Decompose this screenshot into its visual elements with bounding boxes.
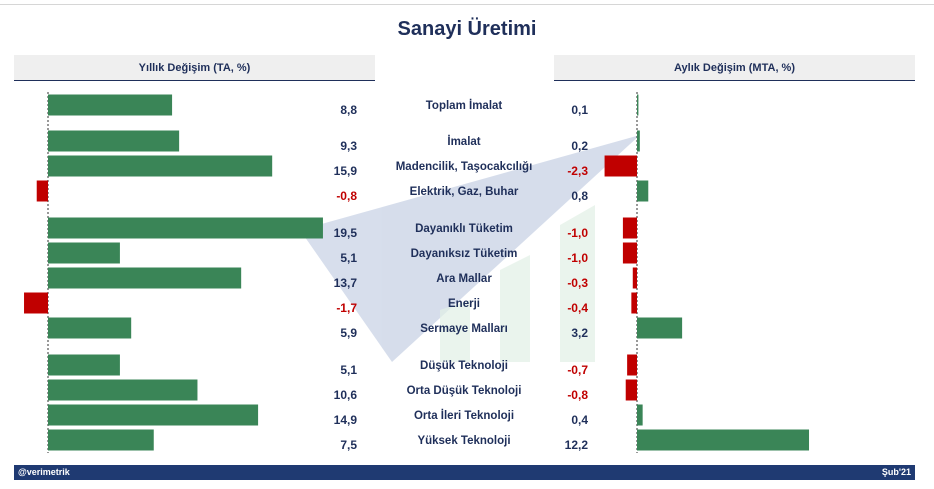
annual-bar [48, 317, 132, 339]
monthly-bar [631, 292, 637, 314]
annual-value-label: 14,9 [334, 413, 358, 427]
monthly-change-header: Aylık Değişim (MTA, %) [554, 55, 915, 81]
category-label: Orta İleri Teknoloji [414, 409, 514, 422]
monthly-bar [637, 317, 683, 339]
annual-value-label: 8,8 [340, 103, 357, 117]
category-label: İmalat [447, 135, 480, 148]
monthly-value-label: -1,0 [567, 226, 588, 240]
monthly-bar [637, 94, 639, 116]
monthly-bar [632, 267, 637, 289]
top-divider [0, 4, 934, 5]
monthly-value-label: 12,2 [565, 438, 589, 452]
annual-bar [48, 242, 120, 264]
annual-bar [48, 404, 259, 426]
monthly-value-label: 3,2 [571, 326, 588, 340]
category-label: Madencilik, Taşocakcılığı [396, 161, 533, 173]
monthly-value-label: -0,3 [567, 276, 588, 290]
annual-value-label: -0,8 [336, 189, 357, 203]
monthly-value-label: 0,4 [571, 413, 588, 427]
annual-value-label: 5,1 [340, 363, 357, 377]
monthly-bar [604, 155, 637, 177]
monthly-bar [622, 242, 637, 264]
footer-source: @verimetrik [18, 467, 70, 477]
category-label: Dayanıklı Tüketim [415, 223, 513, 235]
monthly-bar [637, 180, 649, 202]
annual-bar [48, 429, 154, 451]
category-label: Düşük Teknoloji [420, 360, 508, 372]
footer-bar: @verimetrik Şub'21 [14, 465, 915, 480]
annual-bar [48, 379, 198, 401]
monthly-bar [627, 354, 637, 376]
annual-bar [48, 130, 180, 152]
annual-bar [48, 155, 273, 177]
category-label: Sermaye Malları [420, 323, 508, 335]
annual-bar [48, 354, 120, 376]
monthly-value-label: -1,0 [567, 251, 588, 265]
monthly-bar [637, 130, 640, 152]
monthly-bar [637, 404, 643, 426]
annual-value-label: 13,7 [334, 276, 358, 290]
monthly-value-label: 0,1 [571, 103, 588, 117]
footer-date: Şub'21 [881, 467, 911, 477]
annual-value-label: 15,9 [334, 164, 358, 178]
monthly-value-label: -0,4 [567, 301, 588, 315]
annual-bar [48, 267, 242, 289]
monthly-value-label: 0,8 [571, 189, 588, 203]
annual-value-label: 10,6 [334, 388, 358, 402]
monthly-value-label: -0,7 [567, 363, 588, 377]
annual-value-label: -1,7 [336, 301, 357, 315]
annual-value-label: 7,5 [340, 438, 357, 452]
annual-bar [24, 292, 48, 314]
annual-bar [36, 180, 48, 202]
category-label: Yüksek Teknoloji [417, 435, 510, 447]
annual-value-label: 5,9 [340, 326, 357, 340]
category-label: Elektrik, Gaz, Buhar [410, 186, 519, 198]
monthly-value-label: -0,8 [567, 388, 588, 402]
monthly-value-label: 0,2 [571, 139, 588, 153]
category-label: Orta Düşük Teknoloji [407, 385, 522, 397]
category-label: Toplam İmalat [426, 99, 503, 112]
category-label: Ara Mallar [436, 273, 492, 285]
watermark-logo [300, 135, 640, 362]
annual-bar [48, 94, 173, 116]
category-label: Dayanıksız Tüketim [411, 248, 518, 260]
monthly-bar [625, 379, 637, 401]
monthly-bar [622, 217, 637, 239]
annual-bar [48, 217, 323, 239]
monthly-bar [637, 429, 810, 451]
monthly-value-label: -2,3 [567, 164, 588, 178]
annual-value-label: 19,5 [334, 226, 358, 240]
annual-value-label: 9,3 [340, 139, 357, 153]
annual-value-label: 5,1 [340, 251, 357, 265]
chart-title: Sanayi Üretimi [397, 18, 537, 40]
category-label: Enerji [448, 298, 480, 310]
annual-change-header: Yıllık Değişim (TA, %) [14, 55, 375, 81]
